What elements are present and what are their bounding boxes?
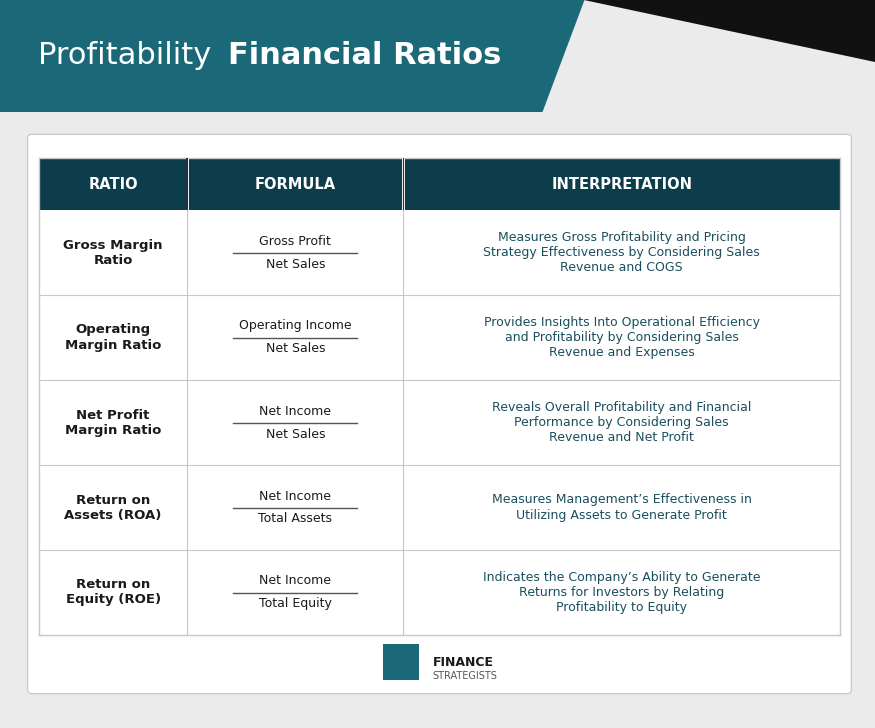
Text: Profitability: Profitability <box>38 41 221 71</box>
Text: STRATEGISTS: STRATEGISTS <box>432 671 497 681</box>
Text: Gross Margin
Ratio: Gross Margin Ratio <box>63 239 163 266</box>
Text: Reveals Overall Profitability and Financial
Performance by Considering Sales
Rev: Reveals Overall Profitability and Financ… <box>492 401 752 444</box>
Text: Net Sales: Net Sales <box>266 427 326 440</box>
Text: FORMULA: FORMULA <box>255 176 336 191</box>
Text: Operating Income: Operating Income <box>239 320 352 333</box>
Text: Return on
Assets (ROA): Return on Assets (ROA) <box>65 494 162 521</box>
Text: Net Income: Net Income <box>259 489 332 502</box>
Text: Operating
Margin Ratio: Operating Margin Ratio <box>65 323 161 352</box>
Text: Net Income: Net Income <box>259 405 332 417</box>
Text: Indicates the Company’s Ability to Generate
Returns for Investors by Relating
Pr: Indicates the Company’s Ability to Gener… <box>483 571 760 614</box>
Text: Net Profit
Margin Ratio: Net Profit Margin Ratio <box>65 408 161 437</box>
Text: Net Income: Net Income <box>259 574 332 587</box>
Text: RATIO: RATIO <box>88 176 138 191</box>
Text: Total Assets: Total Assets <box>258 513 332 526</box>
Text: Financial Ratios: Financial Ratios <box>228 41 501 71</box>
Text: Return on
Equity (ROE): Return on Equity (ROE) <box>66 579 161 606</box>
Text: Net Sales: Net Sales <box>266 342 326 355</box>
Text: Total Equity: Total Equity <box>259 598 332 611</box>
Text: Net Sales: Net Sales <box>266 258 326 271</box>
Text: Gross Profit: Gross Profit <box>259 234 332 248</box>
Text: Provides Insights Into Operational Efficiency
and Profitability by Considering S: Provides Insights Into Operational Effic… <box>484 316 760 359</box>
Text: INTERPRETATION: INTERPRETATION <box>551 176 692 191</box>
Text: FINANCE: FINANCE <box>432 655 493 668</box>
Text: Measures Management’s Effectiveness in
Utilizing Assets to Generate Profit: Measures Management’s Effectiveness in U… <box>492 494 752 521</box>
Text: Measures Gross Profitability and Pricing
Strategy Effectiveness by Considering S: Measures Gross Profitability and Pricing… <box>483 231 760 274</box>
